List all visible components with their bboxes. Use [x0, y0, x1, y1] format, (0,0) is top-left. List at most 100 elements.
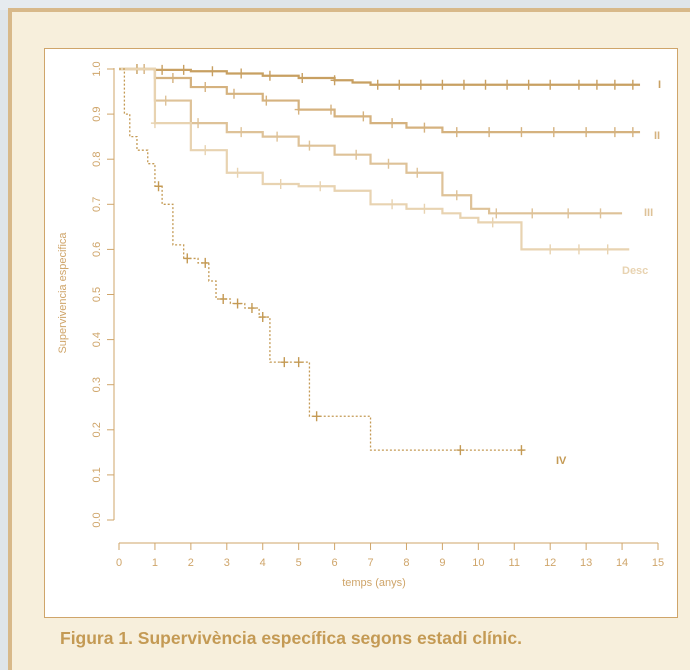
- censor-mark: [265, 70, 274, 81]
- x-tick-label: 9: [439, 557, 445, 569]
- figure-caption: Figura 1. Supervivència específica segon…: [60, 628, 522, 648]
- censor-mark: [628, 127, 637, 138]
- censor-mark: [388, 118, 397, 129]
- censor-mark: [294, 104, 303, 115]
- y-tick-label: 0.0: [91, 512, 103, 527]
- censor-mark: [438, 79, 447, 90]
- survival-chart: 0 1 2 3 4 5 6 7 8 9 10 11 12 13 14 15 0.00.10.20.30.40.…: [57, 61, 664, 589]
- censor-mark: [150, 118, 159, 129]
- censor-mark: [503, 79, 512, 90]
- y-ticks: 0.0 0.1 0.2 0.3 0.4 0.5 0.6 0.7 0.8 0.9 1.0: [91, 61, 114, 528]
- censor-mark: [294, 357, 303, 368]
- censor-mark: [524, 79, 533, 90]
- y-tick-label: 0.3: [91, 377, 103, 392]
- y-tick-label: 0.1: [91, 467, 103, 482]
- censor-mark: [168, 73, 177, 84]
- y-tick-label: 0.4: [91, 332, 103, 347]
- censor-mark: [312, 411, 321, 422]
- series-layer: [119, 64, 641, 456]
- survival-curve: [119, 68, 526, 451]
- x-tick-label: 14: [616, 557, 628, 569]
- x-tick-label: 12: [544, 557, 556, 569]
- top-left-tab: [0, 0, 120, 10]
- censor-mark: [273, 131, 282, 142]
- censor-mark: [316, 181, 325, 192]
- censor-mark: [574, 244, 583, 255]
- x-tick-label: 4: [260, 557, 266, 569]
- censor-mark: [603, 244, 612, 255]
- censor-mark: [359, 111, 368, 122]
- censor-mark: [488, 217, 497, 228]
- censor-mark: [485, 127, 494, 138]
- censor-mark: [247, 303, 256, 314]
- x-tick-label: 1: [152, 557, 158, 569]
- series-ii: [119, 64, 641, 138]
- censor-mark: [154, 181, 163, 192]
- axes: 0 1 2 3 4 5 6 7 8 9 10 11 12 13 14 15 0.00.10.20.30.40.…: [57, 61, 664, 589]
- x-ticks: 0 1 2 3 4 5 6 7 8 9 10 11 12 13 14 15: [116, 543, 664, 569]
- y-tick-label: 0.2: [91, 422, 103, 437]
- x-tick-label: 3: [224, 557, 230, 569]
- censor-mark: [258, 312, 267, 323]
- censor-mark: [452, 190, 461, 201]
- censor-mark: [459, 79, 468, 90]
- censor-mark: [384, 158, 393, 169]
- censor-mark: [582, 127, 591, 138]
- censor-mark: [416, 79, 425, 90]
- censor-mark: [564, 208, 573, 219]
- censor-mark: [492, 208, 501, 219]
- censor-mark: [179, 64, 188, 75]
- series-iii: [119, 67, 623, 219]
- x-tick-label: 5: [296, 557, 302, 569]
- censor-mark: [549, 127, 558, 138]
- y-tick-label: 1.0: [91, 61, 103, 76]
- censor-mark: [161, 95, 170, 106]
- censor-mark: [201, 145, 210, 156]
- censor-mark: [327, 104, 336, 115]
- censor-mark: [298, 73, 307, 84]
- x-tick-label: 10: [472, 557, 484, 569]
- censor-mark: [628, 79, 637, 90]
- censor-mark: [183, 253, 192, 264]
- censor-mark: [352, 149, 361, 160]
- series-label-desc: Desc: [622, 265, 648, 277]
- series-label-iv: IV: [556, 455, 567, 467]
- censor-mark: [330, 75, 339, 86]
- censor-mark: [194, 118, 203, 129]
- censor-mark: [305, 140, 314, 151]
- censor-mark: [280, 357, 289, 368]
- censor-mark: [546, 244, 555, 255]
- x-tick-label: 6: [332, 557, 338, 569]
- censor-mark: [592, 79, 601, 90]
- censor-mark: [208, 66, 217, 77]
- censor-mark: [481, 79, 490, 90]
- x-tick-label: 13: [580, 557, 592, 569]
- series-label-ii: II: [654, 130, 660, 142]
- censor-mark: [201, 82, 210, 93]
- censor-mark: [373, 79, 382, 90]
- x-axis-label: temps (anys): [342, 577, 406, 589]
- censor-mark: [237, 127, 246, 138]
- survival-curve: [119, 67, 641, 86]
- censor-mark: [610, 127, 619, 138]
- censor-mark: [546, 79, 555, 90]
- censor-mark: [413, 167, 422, 178]
- censor-mark: [528, 208, 537, 219]
- series-desc: [119, 67, 630, 255]
- x-tick-label: 7: [367, 557, 373, 569]
- censor-mark: [574, 79, 583, 90]
- censor-mark: [517, 445, 526, 456]
- censor-mark: [420, 122, 429, 133]
- survival-curve: [119, 67, 623, 215]
- censor-mark: [610, 79, 619, 90]
- censor-mark: [456, 445, 465, 456]
- y-tick-label: 0.9: [91, 106, 103, 121]
- censor-mark: [237, 68, 246, 79]
- y-tick-label: 0.6: [91, 242, 103, 257]
- survival-curve: [119, 67, 630, 251]
- x-tick-label: 8: [403, 557, 409, 569]
- censor-mark: [420, 203, 429, 214]
- x-tick-label: 2: [188, 557, 194, 569]
- x-tick-label: 15: [652, 557, 664, 569]
